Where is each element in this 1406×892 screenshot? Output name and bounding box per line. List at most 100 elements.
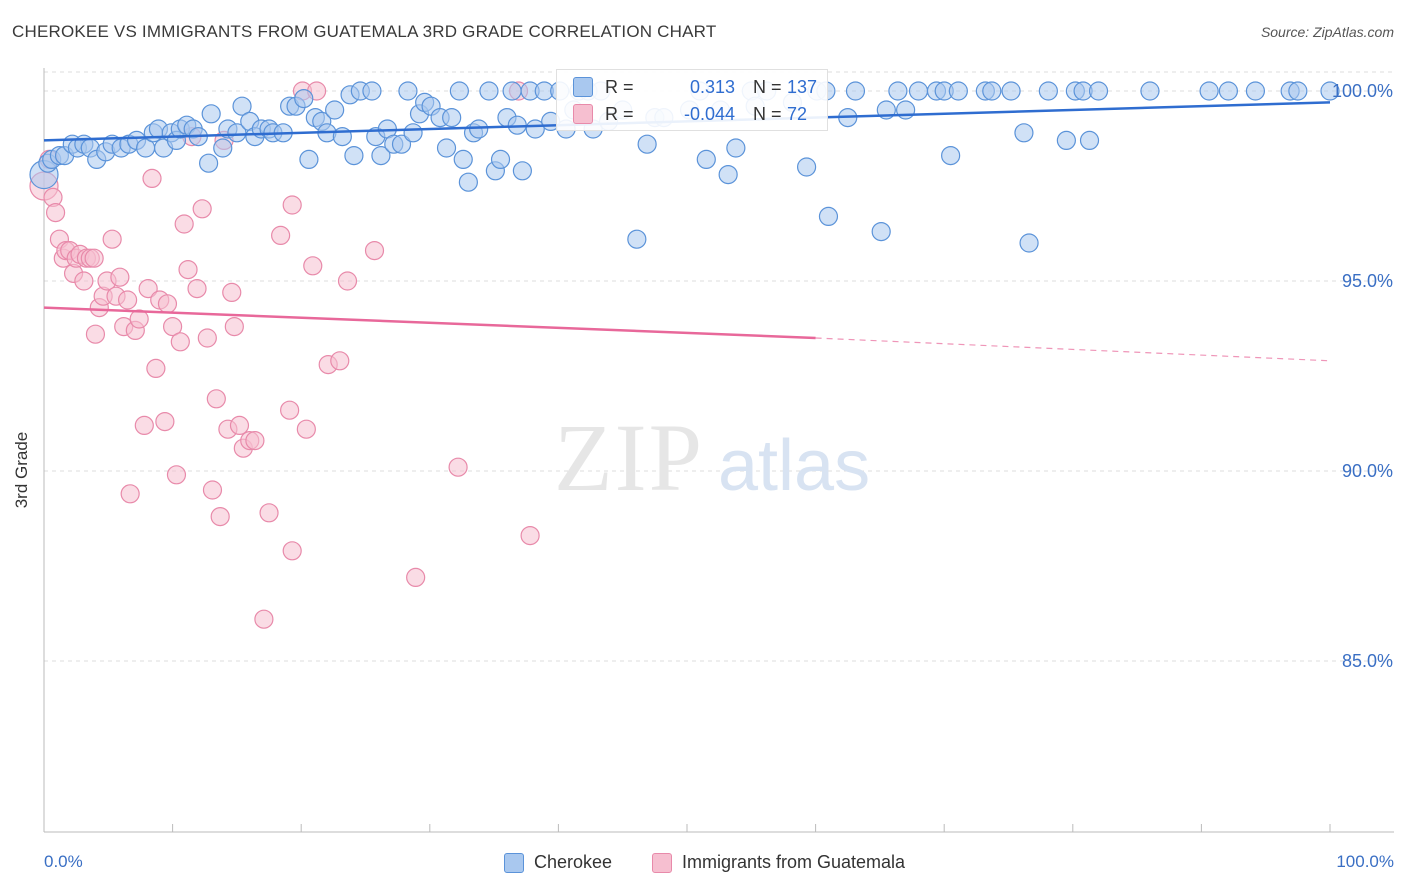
correlation-stats-box: R = 0.313 N = 137 R = -0.044 N = 72 bbox=[556, 69, 828, 131]
data-point bbox=[796, 157, 817, 177]
watermark-atlas: atlas bbox=[718, 426, 870, 506]
data-point bbox=[201, 104, 221, 124]
data-point bbox=[303, 256, 323, 276]
data-point bbox=[449, 81, 469, 101]
data-point bbox=[448, 457, 468, 477]
data-point bbox=[1140, 81, 1160, 101]
stats-swatch-cherokee bbox=[573, 77, 593, 97]
stats-r-value: 0.313 bbox=[689, 76, 735, 97]
data-point bbox=[110, 267, 130, 287]
y-tick-label: 85.0% bbox=[1342, 651, 1393, 671]
data-point bbox=[102, 229, 122, 249]
data-point bbox=[166, 465, 187, 485]
legend-swatch-guatemala bbox=[652, 852, 672, 873]
y-tick-label: 100.0% bbox=[1332, 81, 1393, 101]
data-point bbox=[818, 206, 839, 226]
data-point bbox=[178, 260, 198, 280]
data-point bbox=[138, 279, 158, 299]
stats-row-cherokee: R = 0.313 N = 137 bbox=[573, 75, 817, 99]
legend-item-cherokee[interactable]: Cherokee bbox=[504, 852, 612, 873]
data-point bbox=[948, 81, 968, 101]
data-point bbox=[1056, 130, 1076, 150]
data-point bbox=[406, 567, 426, 588]
data-point bbox=[1218, 81, 1239, 101]
data-point bbox=[1320, 81, 1340, 101]
data-point bbox=[391, 134, 412, 154]
data-point bbox=[227, 123, 247, 143]
stats-n-value: 137 bbox=[787, 76, 818, 97]
data-point bbox=[213, 138, 233, 158]
data-point bbox=[224, 317, 244, 337]
data-point bbox=[45, 203, 66, 223]
legend-label-guatemala: Immigrants from Guatemala bbox=[682, 852, 906, 872]
data-point bbox=[1288, 81, 1308, 101]
data-point bbox=[1199, 81, 1219, 101]
data-point bbox=[1079, 130, 1100, 150]
data-point bbox=[941, 146, 961, 166]
data-point bbox=[871, 222, 891, 242]
data-point bbox=[403, 123, 423, 143]
trend-line-guatemala-extrapolated bbox=[815, 337, 1331, 362]
data-point bbox=[282, 541, 302, 561]
y-axis-label: 3rd Grade bbox=[12, 431, 31, 509]
data-point bbox=[330, 351, 350, 371]
stats-r-label: R = bbox=[605, 103, 634, 124]
data-point bbox=[163, 317, 183, 337]
legend-item-guatemala[interactable]: Immigrants from Guatemala bbox=[652, 852, 905, 873]
gridlines bbox=[44, 71, 1394, 662]
data-point bbox=[84, 248, 104, 268]
data-point bbox=[637, 134, 657, 154]
data-point bbox=[210, 506, 230, 527]
data-point bbox=[726, 138, 746, 158]
data-point bbox=[845, 81, 866, 101]
data-point bbox=[120, 484, 140, 504]
data-point bbox=[479, 81, 499, 101]
y-tick-label: 90.0% bbox=[1342, 461, 1393, 481]
x-tick-label-max: 100.0% bbox=[1336, 852, 1394, 871]
data-point bbox=[282, 195, 302, 215]
data-point bbox=[192, 199, 212, 219]
data-point bbox=[520, 525, 540, 546]
stats-n-label: N = bbox=[753, 103, 782, 124]
data-point bbox=[982, 81, 1002, 101]
y-tick-labels: 100.0% 95.0% 90.0% 85.0% bbox=[1332, 81, 1393, 671]
data-point bbox=[222, 282, 242, 302]
data-point bbox=[888, 81, 908, 101]
data-point bbox=[155, 412, 175, 432]
data-point bbox=[371, 146, 391, 166]
data-point bbox=[170, 332, 190, 352]
data-point bbox=[442, 107, 462, 128]
data-point bbox=[85, 324, 106, 344]
data-point bbox=[280, 400, 300, 420]
stats-n-value: 72 bbox=[787, 103, 808, 124]
data-point bbox=[197, 328, 217, 348]
data-point bbox=[1088, 81, 1109, 101]
data-point bbox=[512, 161, 532, 181]
chart-title: CHEROKEE VS IMMIGRANTS FROM GUATEMALA 3R… bbox=[12, 22, 717, 41]
data-point bbox=[259, 503, 279, 523]
data-point bbox=[187, 279, 207, 299]
data-point bbox=[206, 389, 226, 409]
data-point bbox=[74, 271, 94, 291]
data-point bbox=[1019, 233, 1039, 253]
data-point bbox=[325, 100, 345, 120]
data-point bbox=[1038, 81, 1058, 101]
data-point bbox=[199, 153, 219, 173]
data-point bbox=[469, 119, 489, 139]
data-point bbox=[718, 165, 738, 185]
watermark-zip: ZIP bbox=[554, 404, 704, 511]
data-point bbox=[908, 81, 929, 101]
data-point bbox=[271, 225, 291, 245]
data-point bbox=[458, 172, 478, 192]
data-point bbox=[1014, 123, 1034, 143]
stats-row-guatemala: R = -0.044 N = 72 bbox=[573, 102, 807, 126]
data-point bbox=[362, 81, 382, 101]
data-point bbox=[142, 168, 162, 188]
data-point bbox=[134, 415, 154, 435]
data-point bbox=[525, 119, 545, 139]
data-point bbox=[398, 81, 418, 101]
stats-swatch-guatemala bbox=[573, 104, 593, 124]
legend-label-cherokee: Cherokee bbox=[534, 852, 613, 872]
data-point bbox=[296, 419, 316, 439]
